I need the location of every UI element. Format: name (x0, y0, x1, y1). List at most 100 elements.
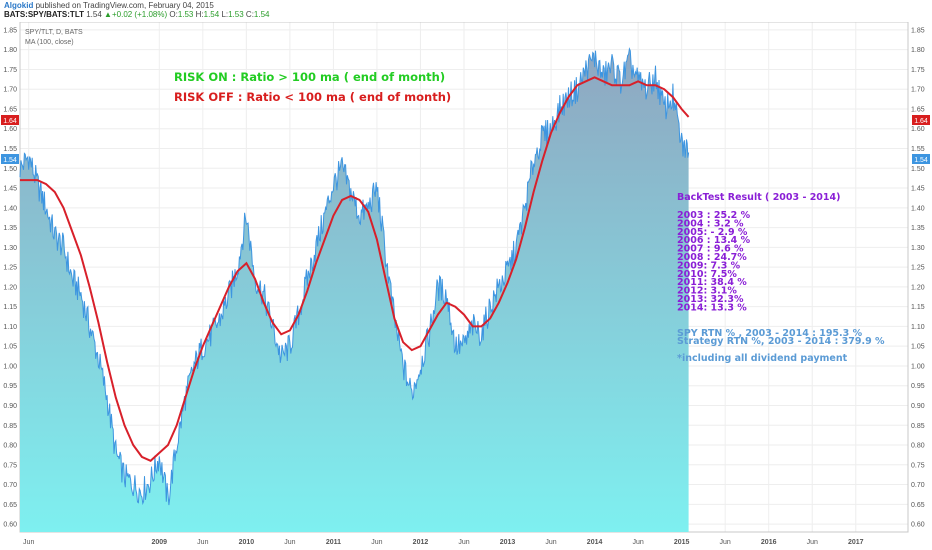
up-arrow-icon: ▲ (104, 10, 112, 19)
y-axis-left: 0.60 0.65 0.70 0.75 0.80 0.85 0.90 0.95 1.00 1.05… (3, 27, 17, 528)
backtest-result-line: 2010: 7.5% (677, 269, 737, 280)
y-tick-label-right: 1.60 (911, 126, 925, 133)
chart-header: Algokid published on TradingView.com, Fe… (4, 1, 924, 19)
y-tick-label-right: 1.55 (911, 146, 925, 153)
y-tick-label-left: 1.75 (3, 67, 17, 74)
price-area (20, 48, 689, 533)
y-tick-label-left: 0.85 (3, 423, 17, 430)
backtest-result-line: 2004 : 3.2 % (677, 218, 744, 229)
y-tick-label-right: 1.20 (911, 284, 925, 291)
strategy-return: Strategy RTN %, 2003 - 2014 : 379.9 % (677, 336, 885, 347)
x-tick-label: Jun (23, 539, 34, 546)
last-tag-text-left: 1.54 (3, 157, 17, 164)
y-tick-label-left: 0.70 (3, 482, 17, 489)
x-tick-label: Jun (458, 539, 469, 546)
y-tick-label-right: 1.85 (911, 27, 925, 34)
y-tick-label-left: 1.25 (3, 265, 17, 272)
y-tick-label-right: 1.25 (911, 265, 925, 272)
y-tick-label-left: 0.90 (3, 403, 17, 410)
y-tick-label-left: 1.80 (3, 47, 17, 54)
backtest-results: 2003 : 25.2 %2004 : 3.2 %2005: - 2.9 %20… (677, 210, 751, 313)
y-tick-label-left: 0.60 (3, 522, 17, 529)
price-line (19, 47, 690, 506)
y-tick-label-left: 0.95 (3, 383, 17, 390)
x-tick-label: Jun (807, 539, 818, 546)
x-tick-label: Jun (632, 539, 643, 546)
ma-price-tag-right: 1.64 (912, 115, 930, 125)
ma-tag-text-right: 1.64 (914, 118, 928, 125)
y-tick-label-right: 0.70 (911, 482, 925, 489)
x-tick-label: 2017 (848, 539, 864, 546)
low-value: 1.53 (228, 10, 244, 19)
y-axis-right: 0.60 0.65 0.70 0.75 0.80 0.85 0.90 0.95 1.00 1.05… (911, 27, 925, 528)
y-tick-label-left: 0.80 (3, 443, 17, 450)
author-link[interactable]: Algokid (4, 1, 34, 10)
x-tick-label: 2016 (761, 539, 777, 546)
ohlc-line: BATS:SPY/BATS:TLT 1.54 ▲+0.02 (+1.08%) O… (4, 10, 924, 19)
y-tick-label-right: 1.70 (911, 87, 925, 94)
publish-info: published on TradingView.com, February 0… (35, 1, 214, 10)
y-tick-label-left: 0.65 (3, 502, 17, 509)
x-tick-label: Jun (284, 539, 295, 546)
close-label: C: (245, 10, 254, 19)
last-price-tag-right: 1.54 (912, 154, 930, 164)
y-tick-label-right: 0.90 (911, 403, 925, 410)
y-tick-label-right: 1.45 (911, 186, 925, 193)
backtest-result-line: 2012: 3.1% (677, 286, 737, 297)
y-tick-label-left: 1.00 (3, 363, 17, 370)
open-value: 1.53 (177, 10, 194, 19)
publish-line: Algokid published on TradingView.com, Fe… (4, 1, 924, 10)
y-tick-label-left: 1.85 (3, 27, 17, 34)
x-tick-label: Jun (545, 539, 556, 546)
y-tick-label-right: 1.30 (911, 245, 925, 252)
backtest-result-line: 2008 : 24.7% (677, 252, 747, 263)
y-tick-label-right: 1.40 (911, 205, 925, 212)
x-tick-label: 2012 (413, 539, 429, 546)
y-tick-label-left: 1.05 (3, 344, 17, 351)
ma-price-tag-left: 1.64 (1, 115, 19, 125)
price-change: +0.02 (+1.08%) (111, 10, 168, 19)
close-value: 1.54 (253, 10, 270, 19)
y-tick-label-left: 1.30 (3, 245, 17, 252)
y-tick-label-left: 1.70 (3, 87, 17, 94)
backtest-result-line: 2007 : 9.6 % (677, 244, 744, 255)
ma-tag-text-left: 1.64 (3, 118, 17, 125)
x-tick-label: 2009 (152, 539, 168, 546)
spy-return: SPY RTN % , 2003 - 2014 : 195.3 % (677, 328, 863, 339)
y-tick-label-left: 1.55 (3, 146, 17, 153)
backtest-result-line: 2013: 32.3% (677, 294, 744, 305)
backtest-result-line: 2003 : 25.2 % (677, 210, 751, 221)
y-tick-label-left: 1.40 (3, 205, 17, 212)
y-tick-label-left: 1.15 (3, 304, 17, 311)
legend-ma: MA (100, close) (25, 39, 74, 46)
symbol-name[interactable]: BATS:SPY/BATS:TLT (4, 10, 84, 19)
x-tick-label: 2011 (326, 539, 341, 546)
low-label: L: (221, 10, 229, 19)
risk-off-note: RISK OFF : Ratio < 100 ma ( end of month… (174, 90, 451, 104)
last-price-tag-left: 1.54 (1, 154, 19, 164)
backtest-title: BackTest Result ( 2003 - 2014) (677, 192, 840, 203)
backtest-result-line: 2011: 38.4 % (677, 277, 747, 288)
high-value: 1.54 (203, 10, 220, 19)
x-tick-label: 2013 (500, 539, 516, 546)
y-tick-label-left: 1.10 (3, 324, 17, 331)
y-tick-label-right: 0.60 (911, 522, 925, 529)
y-tick-label-right: 1.00 (911, 363, 925, 370)
backtest-result-line: 2006 : 13.4 % (677, 235, 751, 246)
y-tick-label-left: 1.50 (3, 166, 17, 173)
high-label: H: (195, 10, 204, 19)
backtest-result-line: 2005: - 2.9 % (677, 227, 748, 238)
price-chart[interactable]: 0.60 0.65 0.70 0.75 0.80 0.85 0.90 0.95 1.00 1.05… (0, 22, 932, 550)
y-tick-label-right: 1.50 (911, 166, 925, 173)
y-tick-label-left: 0.75 (3, 462, 17, 469)
x-tick-label: 2014 (587, 539, 603, 546)
y-tick-label-left: 1.35 (3, 225, 17, 232)
y-tick-label-right: 1.35 (911, 225, 925, 232)
y-tick-label-left: 1.20 (3, 284, 17, 291)
y-tick-label-right: 1.65 (911, 106, 925, 113)
y-tick-label-right: 0.80 (911, 443, 925, 450)
y-tick-label-right: 0.85 (911, 423, 925, 430)
y-tick-label-right: 1.10 (911, 324, 925, 331)
legend-symbol: SPY/TLT, D, BATS (25, 29, 83, 36)
y-tick-label-left: 1.65 (3, 106, 17, 113)
